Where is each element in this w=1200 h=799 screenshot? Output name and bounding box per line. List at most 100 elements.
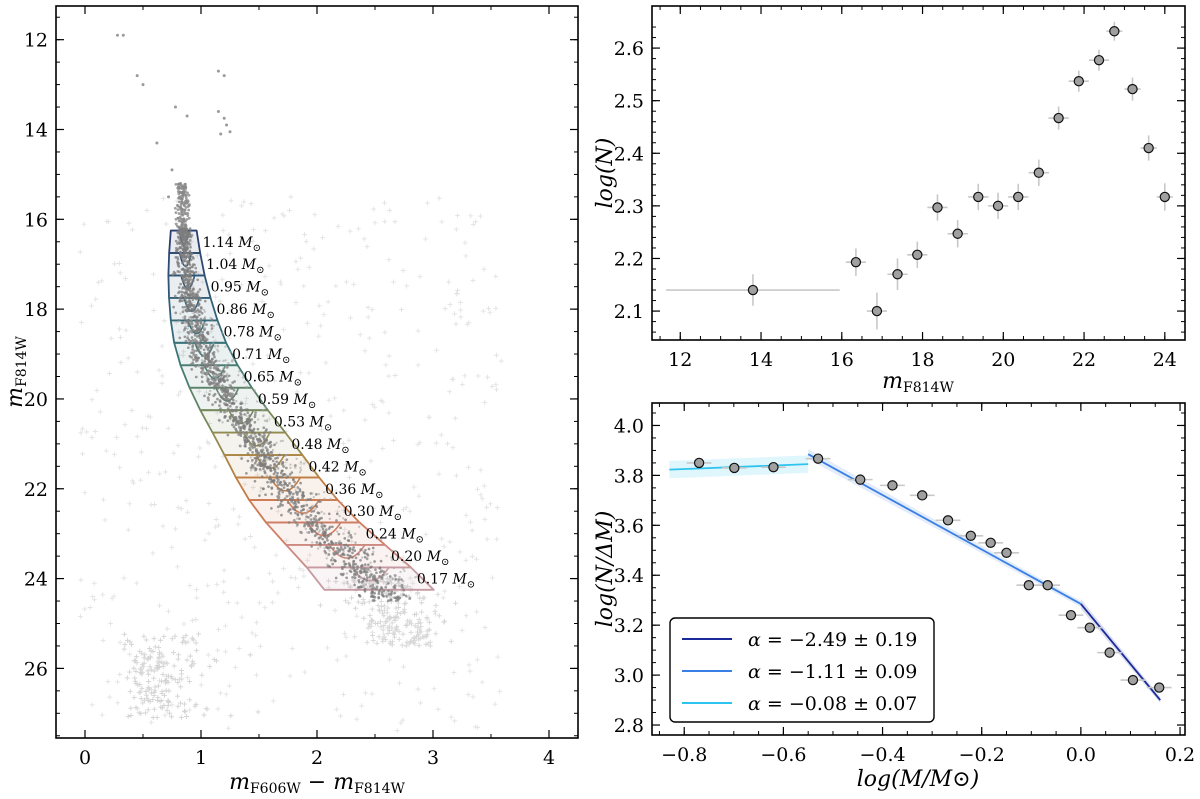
mass-bin-label: 0.53 M⊙ bbox=[274, 414, 332, 433]
cmd-ytick-label: 26 bbox=[24, 658, 48, 680]
lf-data-point bbox=[973, 191, 984, 203]
mass-bin-label: 0.95 M⊙ bbox=[211, 280, 269, 299]
legend-box bbox=[669, 617, 935, 723]
cmd-xtick-label: 0 bbox=[79, 747, 91, 769]
mf-ytick-label: 4.0 bbox=[614, 415, 644, 437]
lf-data-point bbox=[992, 200, 1004, 212]
main-sequence-stars bbox=[115, 33, 419, 603]
mf-ytick-label: 3.6 bbox=[614, 515, 644, 537]
lf-data-point bbox=[871, 305, 883, 317]
cmd-ytick-label: 22 bbox=[24, 479, 48, 501]
lf-data-point bbox=[1127, 83, 1138, 95]
cmd-xtick-label: 3 bbox=[427, 747, 439, 769]
mf-data-point bbox=[693, 457, 705, 469]
mf-ytick-label: 3.8 bbox=[614, 465, 644, 487]
mf-xtick-label: −0.2 bbox=[959, 744, 1005, 766]
mf-xtick-label: −0.4 bbox=[859, 744, 905, 766]
mass-bin-label: 0.48 M⊙ bbox=[291, 437, 349, 456]
cmd-panel: 1.14 M⊙ 1.04 M⊙ 0.95 M⊙ 0.86 M⊙ 0.78 M⊙ 0.71 … bbox=[3, 5, 579, 797]
cmd-ytick-label: 14 bbox=[24, 119, 48, 141]
mass-bin-region bbox=[199, 409, 287, 434]
legend-label: α = −1.11 ± 0.09 bbox=[748, 661, 917, 683]
lf-ytick-label: 2.4 bbox=[614, 143, 644, 165]
mass-bin-label: 0.17 M⊙ bbox=[417, 572, 475, 591]
lf-xtick-label: 18 bbox=[910, 349, 934, 371]
mass-bin-label: 1.14 M⊙ bbox=[203, 235, 261, 254]
lf-data-point bbox=[1093, 54, 1105, 66]
mf-data-point bbox=[1127, 674, 1139, 686]
lf-data-point bbox=[1033, 167, 1045, 178]
mf-ytick-label: 3.4 bbox=[614, 565, 644, 587]
mf-legend: α = −2.49 ± 0.19 α = −1.11 ± 0.09 α = −0.0… bbox=[669, 617, 935, 723]
mf-data-point bbox=[917, 490, 928, 501]
mf-data-point bbox=[1042, 580, 1053, 591]
legend-label: α = −2.49 ± 0.19 bbox=[748, 629, 917, 651]
lf-xtick-label: 12 bbox=[668, 349, 692, 371]
mf-x-axis-label: log(M/M⊙) bbox=[857, 767, 979, 792]
lf-data-point bbox=[1159, 191, 1171, 203]
mf-points bbox=[686, 453, 1172, 693]
lf-data-point bbox=[1109, 26, 1120, 37]
lf-data-point bbox=[1013, 191, 1024, 203]
mf-data-point bbox=[1023, 580, 1035, 591]
mf-frame bbox=[651, 402, 1186, 736]
mf-ticks: −0.8 −0.6 −0.4 −0.2 0.0 0.2 2.8 3.0 3.2 3.4 3.6 3.8… bbox=[614, 403, 1195, 766]
lf-data-point bbox=[952, 228, 963, 239]
mass-bin-label: 0.59 M⊙ bbox=[258, 392, 316, 411]
lf-data-point bbox=[1053, 112, 1064, 124]
mass-bin-label: 0.36 M⊙ bbox=[325, 482, 383, 501]
mf-ytick-label: 3.0 bbox=[614, 665, 644, 687]
mass-labels: 1.14 M⊙ 1.04 M⊙ 0.95 M⊙ 0.86 M⊙ 0.78 M⊙ 0.71 … bbox=[203, 235, 476, 591]
mf-data-point bbox=[812, 453, 824, 464]
mf-ytick-label: 2.8 bbox=[614, 715, 644, 737]
lf-data-point bbox=[747, 284, 759, 296]
mf-xtick-label: −0.6 bbox=[760, 744, 806, 766]
mf-ytick-label: 3.2 bbox=[614, 615, 644, 637]
cmd-xtick-label: 4 bbox=[543, 747, 555, 769]
cmd-ytick-label: 16 bbox=[24, 209, 48, 231]
lf-data-point bbox=[1143, 142, 1154, 154]
lf-xtick-label: 14 bbox=[749, 349, 773, 371]
mf-data-point bbox=[1084, 622, 1096, 633]
mf-data-point bbox=[985, 537, 996, 548]
lf-ticks: 12 14 16 18 20 22 24 2.1 2.2 2.3 2.4 2.5 2.6 bbox=[614, 6, 1186, 371]
luminosity-function-panel: 12 14 16 18 20 22 242.12.22.32.42.52.6 mF814W … bbox=[593, 5, 1186, 396]
mass-bin-label: 0.24 M⊙ bbox=[366, 527, 424, 546]
lf-ytick-label: 2.6 bbox=[614, 38, 644, 60]
lf-data-point bbox=[1073, 76, 1085, 87]
mass-bin-label: 0.71 M⊙ bbox=[232, 347, 290, 366]
lf-points bbox=[666, 21, 1173, 330]
cmd-ytick-label: 12 bbox=[24, 30, 48, 52]
mf-data-point bbox=[729, 462, 740, 474]
mf-xtick-label: 0.2 bbox=[1165, 744, 1195, 766]
lf-data-point bbox=[892, 269, 903, 280]
mass-function-panel: −0.8 −0.6 −0.4 −0.2 0.0 0.2 2.8 3.0 3.2 3.4 3.6 3.8… bbox=[593, 402, 1195, 792]
lf-xtick-label: 16 bbox=[830, 349, 854, 371]
lf-xtick-label: 24 bbox=[1153, 349, 1177, 371]
mf-data-point bbox=[965, 530, 977, 542]
lf-data-point bbox=[912, 249, 923, 260]
lf-xtick-label: 22 bbox=[1072, 349, 1096, 371]
mf-xtick-label: −0.8 bbox=[661, 744, 707, 766]
cmd-xtick-label: 2 bbox=[311, 747, 323, 769]
mf-data-point bbox=[1154, 682, 1165, 693]
mass-bin-label: 0.65 M⊙ bbox=[244, 369, 302, 388]
mf-data-point bbox=[1065, 609, 1077, 621]
lf-ytick-label: 2.3 bbox=[614, 196, 644, 218]
mass-bin-label: 0.20 M⊙ bbox=[391, 549, 449, 568]
mass-bin-label: 0.86 M⊙ bbox=[217, 302, 275, 321]
cmd-x-axis-label: mF606W − mF814W bbox=[229, 770, 405, 797]
mf-data-point bbox=[1001, 547, 1012, 558]
cmd-y-axis-label: mF814W bbox=[3, 336, 30, 408]
mass-bin-label: 0.78 M⊙ bbox=[223, 325, 281, 344]
lf-x-axis-label: mF814W bbox=[882, 369, 954, 396]
cmd-ytick-label: 20 bbox=[24, 389, 48, 411]
lf-data-point bbox=[932, 202, 943, 213]
lf-data-point bbox=[850, 256, 862, 268]
mf-data-point bbox=[855, 474, 866, 485]
mf-xtick-label: 0.0 bbox=[1066, 744, 1096, 766]
lf-xtick-label: 20 bbox=[991, 349, 1015, 371]
lf-y-axis-label: log(N) bbox=[593, 138, 618, 209]
